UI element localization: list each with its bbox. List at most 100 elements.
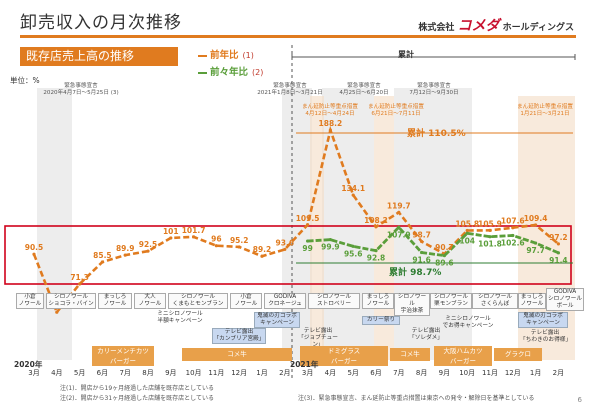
month-label: 1月 (256, 369, 268, 377)
campaign-r1-8: まっしろ ノワール (362, 293, 394, 309)
orange-bar-2: ドミグラス バーガー (300, 346, 388, 366)
data-label: 89.6 (435, 259, 454, 268)
manbo2-title: まん延防止等重点措置 (368, 104, 424, 110)
campaign-r1-3: 大人 ノワール (134, 293, 166, 309)
month-label: 5月 (347, 369, 359, 377)
data-point (556, 242, 561, 246)
data-point (260, 254, 264, 258)
month-label: 5月 (73, 369, 86, 377)
month-label: 7月 (119, 369, 131, 377)
year-label-2020: 2020年 (14, 360, 43, 369)
month-label: 6月 (96, 369, 109, 377)
campaign-r1-6: GODIVA クロネージュ (264, 293, 306, 309)
data-point (351, 244, 355, 248)
company-mark: コメダ (457, 18, 500, 34)
manbo3-annotation: まん延防止等重点措置 1月21日～3月21日 (512, 104, 578, 118)
manbo1-title: まん延防止等重点措置 (302, 104, 358, 110)
data-point (328, 238, 332, 242)
emergency4-title: 緊急事態宣言 (417, 83, 451, 89)
legend-swatch-yoy (198, 54, 207, 57)
data-point (397, 225, 401, 229)
data-label: 92.5 (139, 240, 158, 249)
manbo3-dates: 1月21日～3月21日 (520, 111, 570, 117)
campaign-r2-0: ミニシロノワール 半額キャンペーン (157, 311, 203, 324)
campaign-r1-13: GODIVA シロノワール ボール (546, 288, 584, 311)
data-label: 97.7 (526, 246, 545, 255)
month-label: 10月 (185, 369, 202, 377)
data-label: 89.2 (253, 245, 272, 254)
data-label: 101.8 (478, 240, 502, 249)
data-label: 95.6 (344, 249, 363, 258)
emergency4-dates: 7月12日～9月30日 (409, 90, 459, 96)
data-point (283, 247, 287, 252)
campaign-r2-8: テレビ露出 「ちわきのお得様」 (520, 330, 572, 343)
data-label: 90.7 (435, 243, 454, 252)
highlight-box (4, 225, 572, 285)
campaign-r1-0: 小倉 ノワール (16, 293, 44, 309)
data-point (214, 244, 218, 248)
month-label: 8月 (142, 369, 154, 377)
company-prefix: 株式会社 (418, 23, 455, 33)
chart-subtitle: 既存店売上高の推移 (20, 47, 178, 66)
emergency2-annotation: 緊急事態宣言 2021年1月8日～3月21日 (250, 83, 330, 97)
emergency2-dates: 2021年1月8日～3月21日 (257, 90, 323, 96)
data-point (306, 239, 310, 243)
data-label: 95.2 (230, 236, 249, 245)
emergency3-annotation: 緊急事態宣言 4月25日～6月20日 (334, 83, 394, 97)
campaign-r1-12: まっしろ ノワール (518, 293, 546, 309)
campaign-r1-4: シロノワール くまもとモンブラン (168, 293, 228, 309)
month-label: 6月 (370, 369, 382, 377)
campaign-r1-7: シロノワール ストロベリー (308, 293, 360, 309)
data-point (374, 225, 378, 229)
campaign-r1-5: 小倉 ノワール (230, 293, 262, 309)
data-label: 98.7 (412, 231, 431, 240)
data-label: 104 (459, 236, 475, 245)
page-title: 卸売収入の月次推移 (20, 13, 182, 33)
data-point (374, 249, 378, 253)
manbo2-dates: 6月21日～7月11日 (371, 111, 421, 117)
data-point (442, 254, 446, 258)
footnote-1: 注(1)．開店から19ヶ月経過した店舗を既存店としている (60, 385, 214, 392)
legend-swatch-2y (198, 71, 207, 74)
data-label: 93.6 (276, 238, 295, 247)
emergency1-annotation: 緊急事態宣言 2020年4月7日～5月25日 (3) (36, 83, 126, 97)
month-label: 3月 (28, 369, 40, 377)
ruikei-yoy-label: 累計 110.5% (407, 129, 466, 139)
data-point (534, 241, 538, 245)
data-label: 107.6 (501, 217, 525, 226)
emergency4-annotation: 緊急事態宣言 7月12日～9月30日 (402, 83, 466, 97)
data-label: 85.5 (93, 251, 112, 260)
data-point (55, 310, 59, 314)
data-label: 91.4 (549, 256, 568, 265)
label-layer: 90.553.171.385.589.992.5101101.79695.289… (25, 119, 568, 310)
data-label: 101 (163, 227, 179, 236)
orange-bar-3: コメ牛 (390, 348, 430, 361)
emergency2-title: 緊急事態宣言 (273, 83, 307, 89)
campaign-r2-1: テレビ露出 「カンブリア宮殿」 (212, 328, 266, 344)
company-suffix: ホールディングス (502, 23, 574, 33)
emergency1-note: (3) (110, 90, 119, 96)
emergency1-dates: 2020年4月7日～5月25日 (43, 90, 109, 96)
legend-label-yoy: 前年比 (210, 50, 239, 61)
data-point (123, 253, 127, 257)
data-point (32, 252, 36, 256)
month-label: 2月 (552, 369, 565, 377)
data-point (100, 260, 104, 264)
campaign-r1-2: まっしろ ノワール (98, 293, 132, 309)
campaign-r2-2: 鬼滅の刃コラボ キャンペーン (254, 312, 300, 328)
data-label: 107.9 (387, 230, 411, 239)
data-point (488, 235, 492, 239)
manbo3-title: まん延防止等重点措置 (517, 104, 573, 110)
data-label: 119.7 (387, 201, 411, 210)
data-label: 99.9 (321, 243, 340, 252)
emergency3-title: 緊急事態宣言 (347, 83, 381, 89)
data-label: 89.9 (116, 244, 135, 253)
data-point (169, 236, 173, 240)
company-logo: 株式会社 コメダ ホールディングス (418, 15, 574, 35)
month-label: 9月 (438, 369, 451, 377)
month-label: 10月 (459, 369, 476, 377)
legend-footnote-yoy: (1) (242, 51, 254, 60)
data-label: 109.5 (296, 214, 320, 223)
data-label: 90.5 (25, 243, 44, 252)
series-line-2y (307, 225, 559, 258)
